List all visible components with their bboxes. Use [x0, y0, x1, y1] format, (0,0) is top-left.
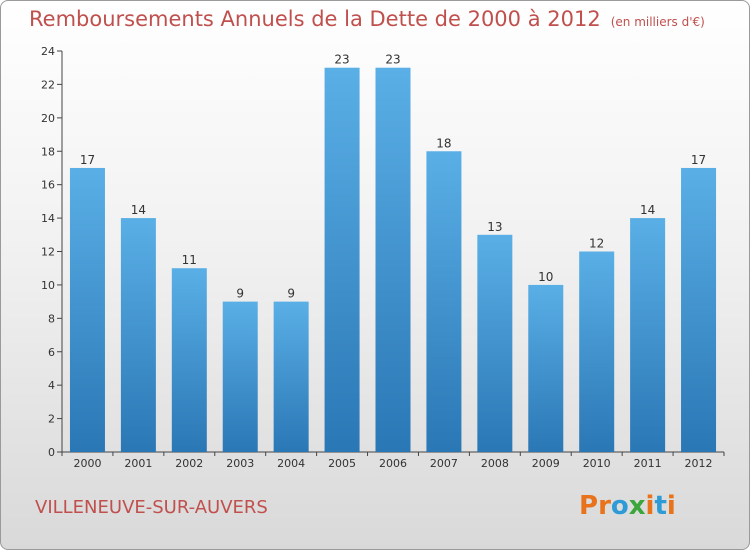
logo-letter: o [610, 491, 629, 521]
y-tick-label: 22 [41, 78, 55, 91]
logo-letter: t [654, 491, 667, 521]
value-label-2008: 13 [487, 220, 502, 234]
data-labels: 17 14 11 9 9 23 23 18 13 10 12 14 17 [80, 53, 706, 301]
x-tick-label: 2003 [226, 457, 254, 470]
bar-2009 [528, 284, 564, 452]
y-tick-label: 4 [48, 379, 55, 392]
bar-2000 [69, 167, 105, 453]
bar-2005 [324, 67, 360, 452]
value-label-2001: 14 [131, 203, 146, 217]
y-tick-label: 6 [48, 346, 55, 359]
value-label-2004: 9 [287, 287, 295, 301]
bar-2004 [273, 301, 309, 452]
value-label-2009: 10 [538, 270, 553, 284]
x-tick-label: 2010 [583, 457, 611, 470]
value-label-2012: 17 [691, 153, 706, 167]
bar-2006 [375, 67, 411, 452]
y-tick-label: 12 [41, 246, 55, 259]
bar-2011 [630, 218, 666, 452]
value-label-2003: 9 [236, 287, 244, 301]
x-tick-label: 2004 [277, 457, 305, 470]
y-tick-label: 2 [48, 413, 55, 426]
x-tick-label: 2011 [634, 457, 662, 470]
bar-2003 [222, 301, 258, 452]
y-tick-label: 24 [41, 45, 55, 58]
x-tick-label: 2000 [73, 457, 101, 470]
x-tick-label: 2005 [328, 457, 356, 470]
logo-letter: x [628, 491, 646, 521]
logo-letter: r [598, 491, 611, 521]
city-name: VILLENEUVE-SUR-AUVERS [35, 497, 268, 518]
bar-2010 [579, 251, 615, 452]
y-tick-label: 14 [41, 212, 55, 225]
logo-letter: i [666, 491, 676, 521]
bar-2001 [120, 218, 156, 452]
value-label-2006: 23 [385, 53, 400, 67]
bars [69, 67, 717, 453]
bar-2002 [171, 268, 207, 452]
value-label-2005: 23 [334, 53, 349, 67]
value-label-2007: 18 [436, 136, 451, 150]
value-label-2002: 11 [182, 253, 197, 267]
x-tick-label: 2007 [430, 457, 458, 470]
unit-text: (en milliers d'€) [610, 15, 705, 29]
value-label-2000: 17 [80, 153, 95, 167]
x-tick-label: 2009 [532, 457, 560, 470]
y-tick-label: 0 [48, 446, 55, 459]
chart-title: Remboursements Annuels de la Dette de 20… [29, 7, 705, 31]
x-tick-label: 2012 [685, 457, 713, 470]
x-tick-label: 2002 [175, 457, 203, 470]
bar-2008 [477, 234, 513, 452]
proxiti-logo: Proxiti [579, 491, 676, 521]
x-tick-label: 2008 [481, 457, 509, 470]
bar-2012 [681, 167, 717, 453]
y-tick-label: 10 [41, 279, 55, 292]
value-label-2010: 12 [589, 237, 604, 251]
y-tick-label: 20 [41, 112, 55, 125]
logo-letter: P [579, 491, 599, 521]
y-tick-label: 8 [48, 312, 55, 325]
y-tick-label: 18 [41, 145, 55, 158]
bar-2007 [426, 151, 462, 452]
y-tick-label: 16 [41, 179, 55, 192]
value-label-2011: 14 [640, 203, 655, 217]
x-tick-label: 2001 [124, 457, 152, 470]
title-text: Remboursements Annuels de la Dette de 20… [29, 7, 601, 31]
logo-letter: i [645, 491, 655, 521]
x-tick-label: 2006 [379, 457, 407, 470]
